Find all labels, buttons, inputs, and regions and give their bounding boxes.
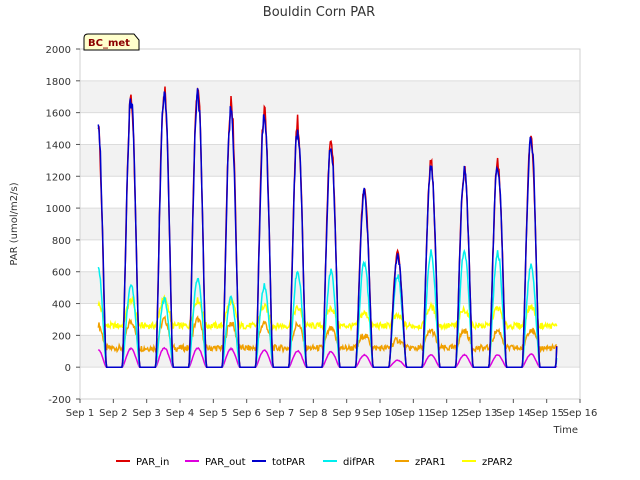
series-line-zpar1 [97, 315, 558, 354]
y-tick-label: 2000 [46, 45, 71, 56]
y-tick-label: 600 [52, 268, 71, 279]
plot-band [80, 80, 580, 113]
x-tick-label: Sep 2 [99, 408, 127, 419]
x-tick-label: Sep 9 [332, 408, 360, 419]
y-tick-label: 1600 [46, 109, 71, 120]
x-axis-ticks: Sep 1 Sep 2 Sep 3 Sep 4 Sep 5 Sep 6 Sep 7 Sep 8… [66, 399, 598, 419]
site-label: BC_met [88, 38, 130, 49]
y-tick-label: 1800 [46, 77, 71, 88]
site-label-box: BC_met [83, 33, 140, 51]
plot-band [80, 112, 580, 145]
plot-band [80, 208, 580, 240]
x-tick-label: Sep 14 [496, 408, 531, 419]
y-axis-label: PAR (umol/m2/s) [9, 182, 20, 265]
x-tick-label: Sep 11 [396, 408, 431, 419]
x-tick-label: Sep 6 [232, 408, 260, 419]
series-layer [97, 86, 558, 368]
plot-frame [79, 48, 581, 400]
plot-background [80, 49, 580, 399]
legend-label: zPAR1 [415, 457, 446, 468]
y-tick-label: -200 [48, 395, 71, 406]
x-tick-label: Sep 5 [199, 408, 227, 419]
y-tick-label: 1400 [46, 140, 71, 151]
x-tick-label: Sep 13 [463, 408, 498, 419]
x-tick-label: Sep 3 [132, 408, 160, 419]
y-tick-label: 1200 [46, 172, 71, 183]
x-tick-label: Sep 16 [563, 408, 598, 419]
y-tick-label: 1000 [46, 204, 71, 215]
chart-title: Bouldin Corn PAR [263, 5, 375, 20]
x-tick-label: Sep 12 [429, 408, 464, 419]
x-tick-label: Sep 7 [266, 408, 294, 419]
legend-label: PAR_in [136, 457, 169, 468]
plot-band [80, 239, 580, 272]
x-tick-label: Sep 4 [166, 408, 194, 419]
x-tick-label: Sep 8 [299, 408, 327, 419]
series-line-totpar [97, 88, 558, 368]
y-tick-label: 800 [52, 236, 71, 247]
y-axis-ticks: -200 0 200 400 600 800 1000 1200 1400 1600 1800 200… [46, 45, 80, 406]
plot-band [80, 176, 580, 209]
legend: PAR_in PAR_out totPAR difPAR zPAR1 zPAR2 [116, 457, 513, 468]
plot-band [80, 49, 580, 81]
x-tick-label: Sep 15 [529, 408, 564, 419]
legend-label: difPAR [343, 457, 375, 468]
x-tick-label: Sep 1 [66, 408, 94, 419]
legend-label: PAR_out [205, 457, 246, 468]
y-tick-label: 400 [52, 300, 71, 311]
legend-label: totPAR [272, 457, 305, 468]
x-axis-label: Time [553, 425, 578, 436]
x-tick-label: Sep 10 [363, 408, 398, 419]
series-line-zpar2 [97, 294, 558, 332]
plot-band [80, 367, 580, 399]
y-tick-label: 0 [65, 363, 71, 374]
legend-label: zPAR2 [482, 457, 513, 468]
y-tick-label: 200 [52, 331, 71, 342]
